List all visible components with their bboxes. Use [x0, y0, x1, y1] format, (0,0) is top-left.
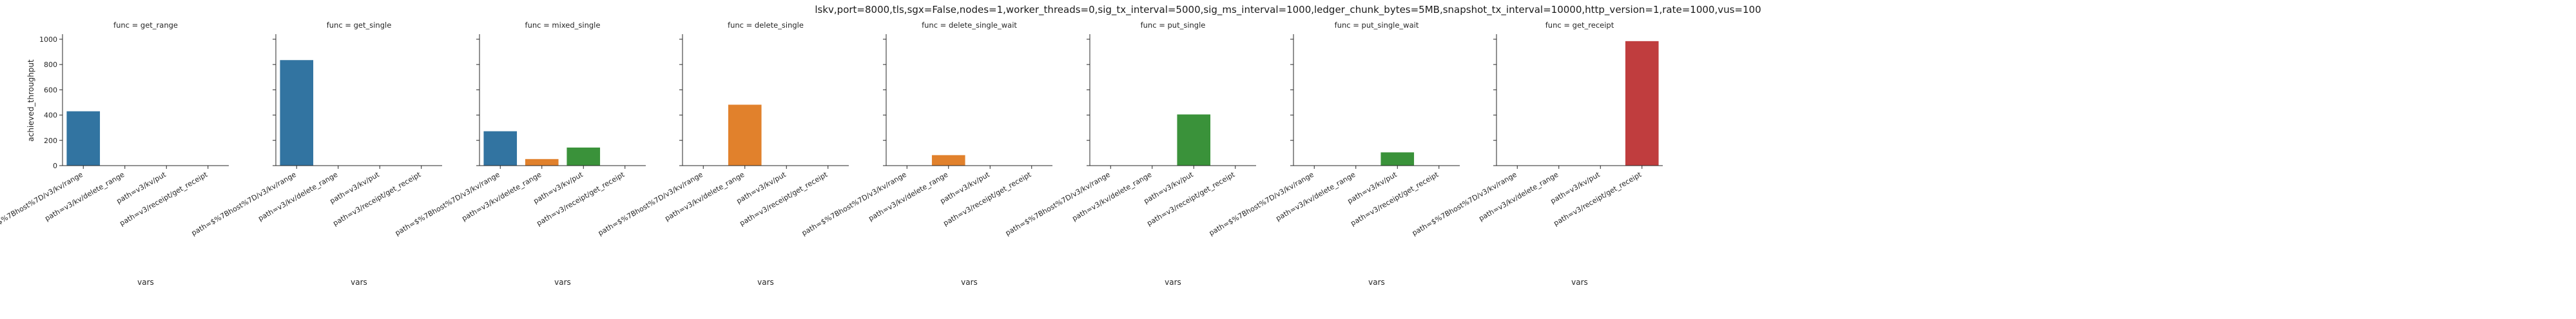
bar	[1380, 152, 1415, 166]
figure-title: lskv,port=8000,tls,sgx=False,nodes=1,wor…	[815, 4, 1761, 15]
x-axis-label: vars	[757, 278, 774, 287]
x-axis-label: vars	[137, 278, 154, 287]
facet-title: func = put_single_wait	[1335, 21, 1419, 30]
facet-title: func = put_single	[1141, 21, 1206, 30]
bar	[483, 131, 518, 166]
y-tick-label: 800	[44, 61, 57, 69]
bar	[931, 155, 965, 166]
facet-title: func = get_range	[113, 21, 178, 30]
x-tick-label: path=v3/kv/delete_range	[663, 170, 746, 222]
x-axis-label: vars	[1165, 278, 1181, 287]
y-tick-label: 600	[44, 86, 57, 94]
x-tick-label: path=v3/kv/delete_range	[867, 170, 949, 222]
y-tick-label: 1000	[39, 35, 57, 44]
y-tick-label: 200	[44, 137, 57, 145]
bar	[280, 60, 314, 166]
x-tick-label: path=v3/kv/delete_range	[1477, 170, 1560, 222]
bar	[728, 104, 762, 166]
x-tick-label: path=v3/kv/delete_range	[1070, 170, 1153, 222]
x-tick-label: path=v3/kv/delete_range	[43, 170, 126, 222]
bar	[66, 111, 101, 166]
bar	[525, 159, 559, 166]
x-axis-label: vars	[554, 278, 571, 287]
bar	[1625, 41, 1659, 166]
x-axis-label: vars	[961, 278, 978, 287]
y-tick-label: 400	[44, 111, 57, 120]
facet-title: func = delete_single	[728, 21, 804, 30]
y-tick-label: 0	[53, 162, 57, 170]
x-tick-label: path=v3/kv/delete_range	[1274, 170, 1357, 222]
x-tick-label: path=v3/kv/delete_range	[460, 170, 543, 222]
bar	[1177, 114, 1211, 166]
facet-title: func = delete_single_wait	[922, 21, 1017, 30]
x-tick-label: path=v3/kv/delete_range	[257, 170, 339, 222]
y-axis-label: achieved_throughput	[26, 59, 35, 142]
facet-title: func = mixed_single	[525, 21, 601, 30]
facet-title: func = get_single	[327, 21, 392, 30]
x-axis-label: vars	[351, 278, 367, 287]
x-axis-label: vars	[1368, 278, 1385, 287]
facet-title: func = get_receipt	[1545, 21, 1614, 30]
x-axis-label: vars	[1571, 278, 1588, 287]
bar	[567, 147, 601, 166]
